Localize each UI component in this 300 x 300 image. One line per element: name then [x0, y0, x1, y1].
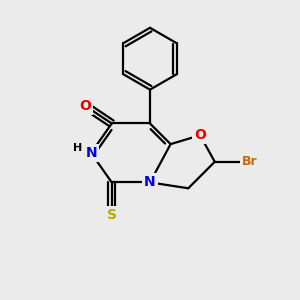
Text: Br: Br	[242, 155, 258, 168]
Text: N: N	[144, 176, 156, 189]
Text: N: N	[85, 146, 97, 160]
Text: H: H	[73, 142, 83, 153]
Text: S: S	[107, 208, 117, 222]
Text: O: O	[79, 99, 91, 113]
Text: O: O	[194, 128, 206, 142]
